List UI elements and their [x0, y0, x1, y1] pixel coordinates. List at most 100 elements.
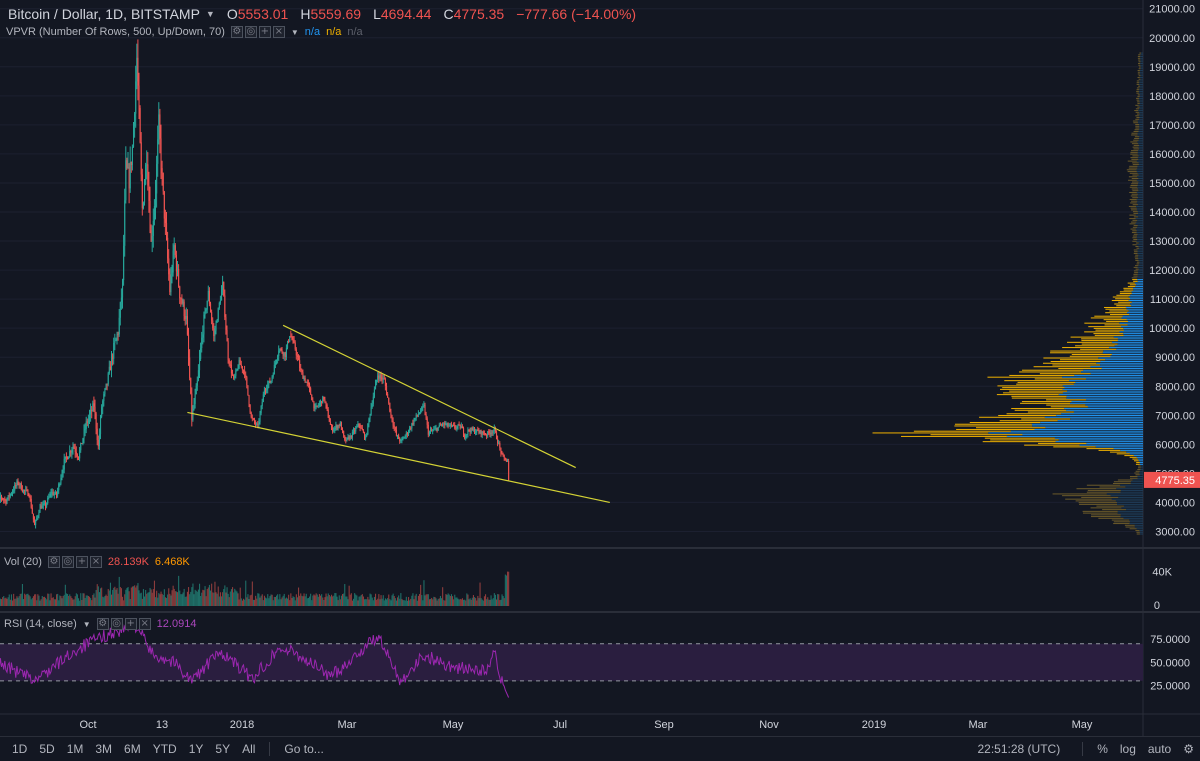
vpvr-title[interactable]: VPVR (Number Of Rows, 500, Up/Down, 70) — [6, 26, 225, 38]
time-tick-label: Oct — [79, 719, 96, 731]
more-icon[interactable]: ▼ — [82, 619, 91, 629]
vpvr-down-bar — [1131, 143, 1139, 145]
candle-body — [15, 485, 17, 487]
volume-title[interactable]: Vol (20) — [4, 556, 42, 568]
add-icon[interactable]: + — [258, 26, 271, 38]
volume-legend: Vol (20) ⚙ ◎ + × 28.139K 6.468K — [4, 556, 190, 568]
candle-body — [491, 432, 493, 434]
vpvr-down-bar — [1006, 413, 1062, 415]
candle-body — [34, 519, 36, 526]
clock[interactable]: 22:51:28 (UTC) — [977, 742, 1061, 756]
settings-icon[interactable]: ⚙ — [47, 556, 60, 568]
remove-icon[interactable]: × — [272, 26, 285, 38]
timeframe-6m[interactable]: 6M — [124, 742, 141, 756]
volume-controls: ⚙ ◎ + × — [47, 556, 102, 568]
volume-bar — [100, 588, 102, 606]
vpvr-down-bar — [1138, 85, 1141, 87]
vpvr-up-bar — [1137, 211, 1143, 213]
symbol-dropdown-icon[interactable]: ▼ — [205, 9, 215, 19]
vpvr-up-bar — [1129, 519, 1143, 521]
trendlines[interactable] — [187, 324, 610, 504]
vpvr-down-bar — [1046, 404, 1086, 406]
candle-body — [114, 340, 116, 343]
vpvr-up-bar — [1135, 228, 1143, 230]
vpvr-down-bar — [1116, 453, 1130, 455]
rsi-title[interactable]: RSI (14, close) — [4, 618, 77, 630]
vpvr-up-bar — [1139, 127, 1143, 129]
timeframe-5y[interactable]: 5Y — [215, 742, 231, 756]
volume-bar — [411, 595, 413, 606]
timeframe-ytd[interactable]: YTD — [152, 742, 177, 756]
candle-body — [310, 388, 312, 395]
symbol-title[interactable]: Bitcoin / Dollar, 1D, BITSTAMP — [8, 6, 200, 22]
volume-bar — [386, 599, 388, 606]
fullscreen-icon[interactable]: ⚙ — [1183, 742, 1194, 756]
timeframe-1y[interactable]: 1Y — [188, 742, 204, 756]
hide-icon[interactable]: ◎ — [61, 556, 74, 568]
timeframe-5d[interactable]: 5D — [39, 742, 55, 756]
candle-body — [131, 146, 133, 166]
candle-body — [97, 439, 99, 447]
vpvr-down-bar — [1050, 352, 1103, 354]
candle-body — [248, 395, 250, 405]
candle-body — [46, 503, 48, 507]
volume-bar — [292, 596, 294, 606]
vpvr-down-bar — [1131, 132, 1138, 134]
vpvr-up-bar — [1139, 76, 1143, 78]
timeframe-all[interactable]: All — [242, 742, 256, 756]
vpvr-up-bar — [1085, 404, 1143, 406]
hide-icon[interactable]: ◎ — [244, 26, 257, 38]
volume-bar — [326, 596, 328, 606]
candle-body — [458, 424, 460, 426]
vpvr-down-bar — [1102, 509, 1127, 511]
vpvr-down-bar — [1130, 207, 1137, 209]
candle-body — [170, 276, 172, 293]
candle-body — [166, 222, 168, 238]
volume-bar — [3, 596, 5, 606]
volume-bar — [79, 600, 81, 606]
settings-icon[interactable]: ⚙ — [230, 26, 243, 38]
vpvr-up-bar — [1137, 176, 1143, 178]
volume-bar — [293, 597, 295, 606]
vpvr-up-bar — [1139, 101, 1143, 103]
volume-bar — [81, 599, 83, 606]
candle-body — [274, 362, 276, 365]
settings-icon[interactable]: ⚙ — [96, 618, 109, 630]
vpvr-up-bar — [1137, 157, 1143, 159]
candle-body — [483, 433, 485, 435]
vpvr-up-bar — [1139, 531, 1143, 533]
vpvr-down-bar — [1052, 364, 1101, 366]
candle-body — [349, 435, 351, 440]
remove-icon[interactable]: × — [89, 556, 102, 568]
volume-bar — [350, 593, 352, 606]
timeframe-1m[interactable]: 1M — [66, 742, 84, 756]
goto-button[interactable]: Go to... — [284, 742, 324, 756]
timeframe-1d[interactable]: 1D — [12, 742, 28, 756]
auto-toggle[interactable]: auto — [1147, 742, 1172, 756]
vpvr-down-bar — [1137, 73, 1140, 75]
remove-icon[interactable]: × — [138, 618, 151, 630]
percent-toggle[interactable]: % — [1097, 742, 1108, 756]
vpvr-down-bar — [1132, 164, 1139, 166]
volume-bar — [283, 593, 285, 606]
add-icon[interactable]: + — [124, 618, 137, 630]
volume-bar — [177, 592, 179, 606]
more-icon[interactable]: ▼ — [290, 27, 299, 37]
vpvr-down-bar — [1112, 482, 1131, 484]
volume-bar — [477, 595, 479, 606]
vpvr-up-bar — [1111, 341, 1143, 343]
timeframe-3m[interactable]: 3M — [95, 742, 113, 756]
log-toggle[interactable]: log — [1119, 742, 1136, 756]
volume-bar — [109, 582, 111, 606]
volume-bar — [17, 597, 19, 606]
candle-body — [413, 419, 415, 425]
vpvr-up-bar — [1086, 442, 1143, 444]
hide-icon[interactable]: ◎ — [110, 618, 123, 630]
add-icon[interactable]: + — [75, 556, 88, 568]
volume-bar — [65, 593, 67, 606]
candle-body — [47, 498, 49, 504]
vpvr-up-bar — [1126, 509, 1143, 511]
candle-body — [447, 423, 449, 427]
candle-body — [173, 245, 175, 251]
